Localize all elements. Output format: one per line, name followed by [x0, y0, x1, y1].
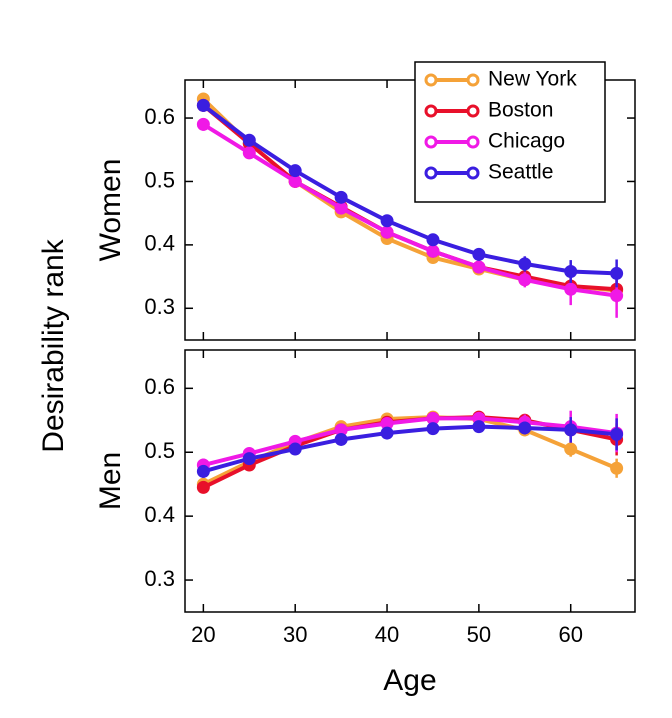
data-point [334, 201, 348, 215]
panel-label: Women [94, 159, 127, 262]
x-axis-label: Age [383, 664, 436, 697]
data-point [288, 164, 302, 178]
data-point [564, 282, 578, 296]
legend-label: New York [488, 68, 577, 91]
legend-marker [466, 135, 480, 149]
data-point [610, 461, 624, 475]
y-axis-label: Desirability rank [37, 238, 70, 452]
y-tick-label: 0.6 [144, 374, 175, 399]
legend-marker [424, 135, 438, 149]
legend-marker [424, 104, 438, 118]
data-point [334, 432, 348, 446]
legend-label: Boston [488, 99, 553, 122]
legend-box [414, 61, 606, 203]
data-point [472, 247, 486, 261]
y-tick-label: 0.5 [144, 167, 175, 192]
plot-frame [184, 349, 636, 613]
data-point [196, 480, 210, 494]
data-point [196, 117, 210, 131]
data-point [564, 442, 578, 456]
data-point [334, 190, 348, 204]
data-point [564, 423, 578, 437]
data-point [426, 244, 440, 258]
legend-marker [466, 73, 480, 87]
data-point [242, 146, 256, 160]
series-line [202, 424, 617, 474]
x-tick-label: 60 [558, 622, 582, 647]
series-line [202, 416, 617, 467]
data-point [610, 289, 624, 303]
data-point [242, 452, 256, 466]
data-point [472, 420, 486, 434]
plot-frame [184, 79, 636, 341]
y-tick-label: 0.6 [144, 104, 175, 129]
y-tick-label: 0.3 [144, 294, 175, 319]
data-point [564, 265, 578, 279]
data-point [426, 422, 440, 436]
data-point [472, 260, 486, 274]
data-point [426, 233, 440, 247]
data-point [242, 133, 256, 147]
data-point [610, 266, 624, 280]
data-point [610, 427, 624, 441]
y-tick-label: 0.4 [144, 502, 175, 527]
x-tick-label: 40 [375, 622, 399, 647]
y-tick-label: 0.5 [144, 438, 175, 463]
data-point [288, 442, 302, 456]
legend-marker [466, 166, 480, 180]
data-point [518, 421, 532, 435]
data-point [380, 225, 394, 239]
data-point [518, 257, 532, 271]
legend-marker [424, 73, 438, 87]
x-tick-label: 30 [283, 622, 307, 647]
data-point [196, 464, 210, 478]
data-point [288, 174, 302, 188]
legend-marker [424, 166, 438, 180]
data-point [380, 426, 394, 440]
panel-label: Men [94, 452, 127, 510]
y-tick-label: 0.4 [144, 231, 175, 256]
data-point [518, 273, 532, 287]
legend-label: Seattle [488, 161, 553, 184]
x-tick-label: 20 [191, 622, 215, 647]
data-point [380, 214, 394, 228]
x-tick-label: 50 [467, 622, 491, 647]
series-line [202, 103, 617, 276]
data-point [196, 98, 210, 112]
y-tick-label: 0.3 [144, 566, 175, 591]
legend-label: Chicago [488, 130, 565, 153]
legend-marker [466, 104, 480, 118]
series-line [202, 122, 617, 298]
